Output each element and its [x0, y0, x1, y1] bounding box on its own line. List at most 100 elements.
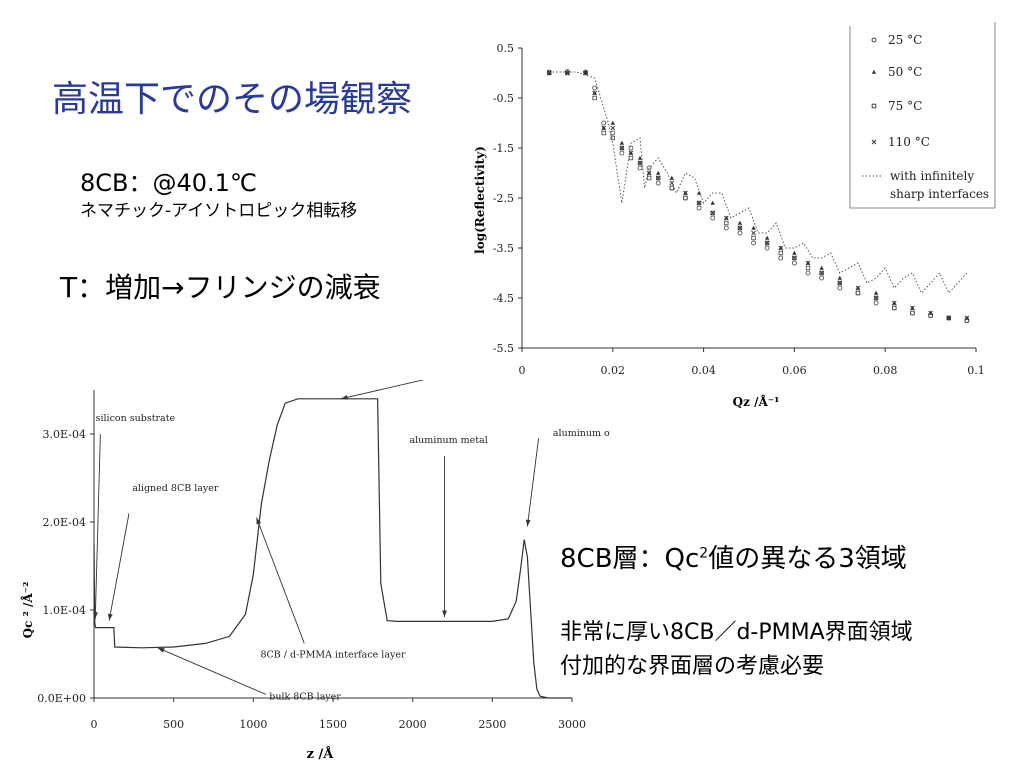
condition-text: 8CB：@40.1℃: [80, 169, 257, 197]
sld-annotation-label: aligned 8CB layer: [132, 483, 219, 494]
legend-marker-25c: [871, 37, 877, 43]
layer-regions-text: 8CB層：Qc2値の異なる3領域: [560, 538, 907, 575]
data-point-110c: [891, 300, 897, 306]
data-point-25c: [873, 300, 879, 306]
reflectivity-x-tick-label: 0.08: [873, 364, 898, 377]
additional-layer-text: 付加的な界面層の考慮必要: [560, 654, 825, 679]
sld-annotation-arrow: [340, 380, 425, 400]
data-point-110c: [723, 215, 729, 221]
sld-y-axis-label: Qc ² /Å⁻²: [20, 582, 35, 639]
data-point-75c: [646, 175, 652, 181]
sld-annotation-label: 8CB / d-PMMA interface layer: [260, 650, 406, 661]
sld-annotation-arrowhead: [93, 612, 98, 619]
sld-annotation-arrow: [108, 513, 130, 621]
sld-annotations: silicon substrate aligned 8CB layer bulk 8…: [93, 380, 610, 702]
data-point-25c: [764, 245, 770, 251]
data-point-110c: [928, 310, 933, 316]
data-point-75c: [805, 265, 811, 271]
reflectivity-x-axis-label: Qz /Å⁻¹: [733, 394, 780, 409]
sld-profile-line: [93, 398, 572, 699]
interface-region-text: 非常に厚い8CB／d-PMMA界面領域: [560, 620, 913, 645]
data-point-110c: [946, 315, 952, 321]
data-point-25c: [601, 120, 607, 126]
sld-annotation-arrow: [526, 438, 539, 527]
data-point-50c: [637, 155, 643, 160]
reflectivity-chart: 0.5 -0.5 -1.5 -2.5 -3.5 -4.5 -5.5 0 0.02 0.04 0.06…: [473, 22, 996, 409]
sld-annotation-label: aluminum metal: [409, 435, 487, 446]
data-point-75c: [619, 145, 625, 151]
sharp-interface-fit-line: [549, 71, 968, 294]
legend-label: 110 °C: [888, 135, 930, 149]
data-point-110c: [792, 255, 797, 261]
data-point-110c: [778, 245, 784, 251]
data-point-50c: [583, 70, 588, 75]
data-point-75c: [910, 310, 915, 316]
reflectivity-y-tick-label: -3.5: [493, 242, 514, 255]
reflectivity-y-tick-label: -2.5: [493, 192, 514, 205]
data-point-50c: [710, 200, 715, 205]
data-point-50c: [873, 290, 879, 295]
sld-x-tick-label: 500: [163, 718, 184, 731]
layer-regions-superscript: 2: [699, 545, 709, 562]
reflectivity-y-tick-label: -5.5: [493, 342, 514, 355]
data-point-25c: [619, 150, 625, 156]
layer-regions-prefix: 8CB層：Qc: [560, 544, 700, 574]
legend-label: 75 °C: [888, 99, 922, 113]
data-point-110c: [628, 150, 634, 156]
data-point-110c: [601, 125, 607, 131]
data-point-50c: [656, 170, 661, 175]
data-point-110c: [710, 210, 715, 216]
data-point-110c: [619, 145, 625, 151]
data-point-75c: [792, 255, 797, 261]
data-point-110c: [837, 280, 843, 286]
sld-x-axis-label: z /Å: [307, 746, 335, 762]
sld-annotation-arrowhead: [340, 394, 348, 400]
data-point-110c: [592, 90, 597, 96]
data-point-75c: [547, 70, 552, 76]
data-point-50c: [819, 265, 824, 270]
legend-label: 25 °C: [888, 33, 922, 47]
data-point-25c: [819, 275, 825, 281]
data-point-75c: [855, 290, 861, 296]
sld-annotation-label: silicon substrate: [96, 413, 176, 424]
sld-annotation-arrowhead: [442, 610, 447, 618]
data-point-50c: [696, 190, 702, 195]
data-point-110c: [737, 225, 743, 231]
sld-annotation-arrowhead: [256, 517, 262, 525]
data-point-75c: [655, 175, 661, 181]
data-point-75c: [928, 313, 933, 318]
data-point-110c: [696, 200, 702, 206]
data-point-50c: [751, 225, 756, 230]
data-point-75c: [710, 210, 715, 216]
sld-x-tick-label: 3000: [558, 718, 586, 731]
data-point-110c: [610, 125, 616, 131]
data-point-75c: [778, 250, 783, 256]
data-point-110c: [683, 190, 688, 196]
sld-y-tick-label: 2.0E-04: [43, 516, 86, 529]
data-point-75c: [601, 130, 606, 136]
data-point-75c: [837, 280, 842, 286]
sld-x-tick-label: 0: [91, 718, 98, 731]
legend-label: with infinitely: [890, 169, 974, 183]
data-point-25c: [637, 165, 643, 171]
data-point-110c: [819, 270, 824, 276]
data-point-110c: [855, 285, 861, 291]
reflectivity-y-tick-label: -4.5: [493, 292, 514, 305]
sld-x-tick-label: 2500: [478, 718, 506, 731]
sld-annotation-arrowhead: [107, 613, 113, 621]
sld-annotation-arrow: [94, 433, 101, 619]
data-point-75c: [628, 155, 634, 161]
sld-annotation-label: bulk 8CB layer: [269, 691, 341, 702]
reflectivity-y-tick-label: -1.5: [493, 142, 514, 155]
legend-marker-110c: [871, 139, 877, 145]
data-point-25c: [837, 285, 843, 291]
data-point-110c: [751, 230, 756, 236]
reflectivity-x-tick-label: 0.02: [601, 364, 626, 377]
sld-x-tick-label: 1000: [239, 718, 267, 731]
legend-label: sharp interfaces: [890, 187, 989, 201]
data-point-75c: [683, 195, 688, 201]
data-point-25c: [805, 270, 811, 276]
data-point-25c: [751, 240, 756, 246]
data-point-50c: [610, 120, 615, 125]
data-point-25c: [696, 205, 702, 211]
